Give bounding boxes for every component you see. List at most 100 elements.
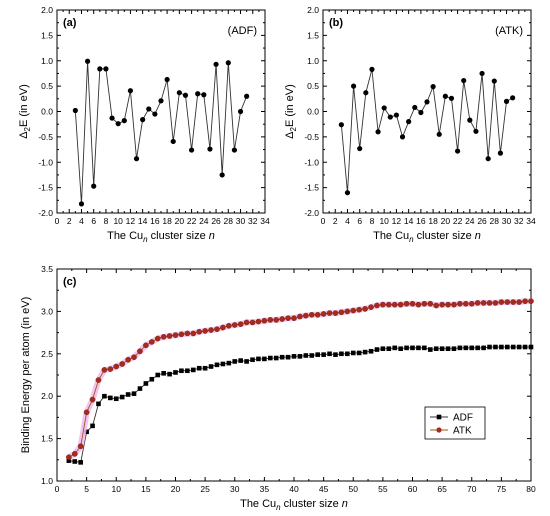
- data-point-circle: [391, 301, 398, 308]
- y-tick-label: -1.0: [38, 157, 53, 167]
- x-tick-label: 0: [55, 216, 60, 226]
- data-point-square: [303, 353, 309, 358]
- y-tick-label: -1.0: [304, 157, 319, 167]
- data-point-circle: [320, 311, 327, 317]
- data-point-square: [475, 345, 480, 351]
- data-point-square: [345, 351, 350, 357]
- data-point-circle: [113, 363, 120, 370]
- data-point-circle: [95, 377, 102, 383]
- data-point-circle: [71, 451, 78, 457]
- data-point: [91, 183, 97, 189]
- data-point: [140, 117, 146, 123]
- data-point-square: [119, 394, 125, 400]
- data-point: [412, 104, 418, 111]
- data-point-circle: [516, 299, 522, 305]
- data-point-square: [96, 401, 101, 407]
- data-point-circle: [285, 315, 291, 321]
- data-point: [485, 156, 491, 162]
- data-point-square: [315, 352, 320, 357]
- data-point-square: [291, 354, 297, 359]
- data-point: [127, 88, 134, 94]
- data-point-circle: [77, 443, 84, 450]
- data-point-circle: [107, 366, 114, 372]
- data-point-square: [125, 392, 131, 397]
- y-tick-label: 2.0: [41, 391, 53, 401]
- panel-1: 0 2 4 6 8 10 12 14 16 18 20 22 24 26 28 30 32 34-2.0-1.5-…: [18, 5, 270, 244]
- data-point-circle: [178, 331, 185, 338]
- data-point: [176, 90, 182, 96]
- x-tick-label: 40: [289, 484, 299, 494]
- data-point-square: [185, 368, 190, 374]
- x-tick-label: 30: [502, 216, 512, 226]
- x-tick-label: 20: [175, 216, 185, 226]
- data-point-square: [155, 372, 161, 378]
- data-point-circle: [486, 300, 493, 306]
- data-point-circle: [267, 317, 274, 323]
- data-point-circle: [368, 304, 374, 310]
- panel-label: (b): [329, 17, 343, 29]
- data-point-circle: [255, 318, 262, 325]
- x-tick-label: 26: [211, 216, 221, 226]
- data-point: [170, 138, 176, 145]
- data-point-square: [143, 381, 149, 386]
- y-tick-label: 0.0: [41, 107, 53, 117]
- x-tick-label: 4: [345, 216, 350, 226]
- data-point-circle: [338, 309, 345, 316]
- data-point-square: [516, 344, 522, 350]
- data-point-square: [380, 346, 386, 352]
- data-point-square: [226, 360, 232, 366]
- y-tick-label: 1.5: [41, 30, 53, 40]
- data-point-circle: [172, 332, 179, 338]
- x-tick-label: 8: [370, 216, 375, 226]
- x-tick-label: 14: [138, 216, 148, 226]
- x-tick-label: 6: [357, 216, 362, 226]
- data-point: [357, 145, 363, 152]
- data-point: [442, 93, 448, 99]
- data-point: [201, 92, 207, 98]
- data-point-square: [493, 344, 498, 350]
- data-point-circle: [474, 300, 481, 306]
- y-tick-label: -1.5: [304, 183, 319, 193]
- data-point-square: [220, 361, 226, 367]
- y-tick-label: 2.0: [41, 5, 53, 15]
- data-point: [219, 172, 225, 178]
- y-tick-label: 1.0: [307, 56, 319, 66]
- data-point-circle: [243, 319, 250, 326]
- data-point-square: [362, 349, 368, 355]
- panel-3: 0 5 10 15 20 25 30 35 40 45 50 55 60 65 70 75 80 1.0 1.5 2.…: [20, 264, 536, 512]
- data-point-circle: [427, 300, 434, 307]
- data-point: [399, 134, 406, 140]
- data-point-circle: [445, 301, 451, 308]
- panel-2: 0 2 4 6 8 10 12 14 16 18 20 22 24 26 28 30 32 34-2.0-1.5-…: [284, 5, 536, 244]
- data-point: [164, 76, 170, 83]
- data-point: [158, 98, 164, 104]
- x-tick-label: 34: [526, 216, 536, 226]
- y-tick-label: -0.5: [38, 132, 53, 142]
- data-point-circle: [314, 311, 321, 318]
- x-tick-label: 0: [55, 484, 60, 494]
- plot-frame: [56, 9, 266, 214]
- legend-box: [424, 406, 486, 440]
- y-tick-label: 0.5: [307, 81, 319, 91]
- data-point: [454, 148, 461, 154]
- data-point: [418, 109, 424, 116]
- data-point-square: [149, 376, 155, 382]
- data-point-square: [161, 371, 166, 376]
- data-point-square: [463, 345, 469, 351]
- data-point-circle: [492, 300, 499, 306]
- data-point-circle: [190, 330, 197, 337]
- data-point-square: [131, 391, 137, 396]
- data-point-square: [256, 356, 261, 362]
- data-point-square: [113, 396, 119, 402]
- data-point-circle: [66, 454, 72, 461]
- data-point-circle: [332, 310, 339, 316]
- data-point: [424, 99, 430, 105]
- data-point-circle: [202, 328, 208, 334]
- data-point-square: [90, 423, 95, 429]
- y-tick-label: -1.5: [38, 183, 53, 193]
- data-point-square: [84, 429, 89, 435]
- x-tick-label: 70: [467, 484, 477, 494]
- data-point-circle: [344, 308, 351, 315]
- data-point-circle: [119, 361, 125, 367]
